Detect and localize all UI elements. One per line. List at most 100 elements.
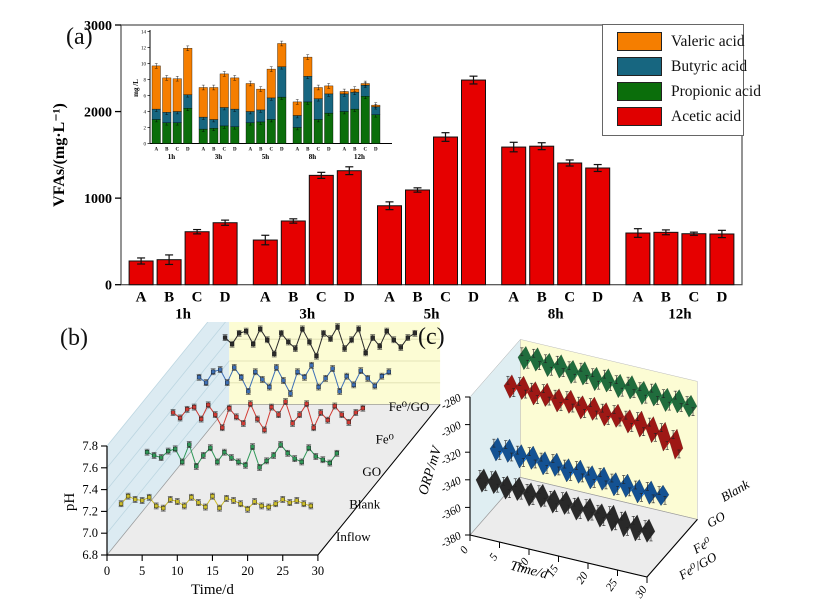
bar-sublabel: B (412, 290, 422, 306)
inset-seg (266, 68, 276, 99)
bar-sublabel: D (468, 290, 479, 306)
panel-a-ytick: 1000 (84, 192, 112, 207)
inset-ytick: 10 (141, 62, 147, 67)
legend-item-3: Propionic acid (617, 82, 761, 101)
bar-3h-B (280, 220, 306, 286)
panel-b-ytick: 6.8 (82, 548, 98, 562)
bar-8h-A (501, 146, 527, 286)
inset-group-label: 8h (309, 153, 317, 161)
inset-seg (209, 87, 219, 120)
bar-sublabel: D (592, 290, 603, 306)
panel-b-series-GO (170, 398, 366, 434)
inset-seg (303, 56, 313, 77)
inset-seg (339, 111, 349, 144)
inset-seg (350, 108, 360, 144)
inset-seg (266, 119, 276, 144)
inset-sublabel: A (342, 148, 346, 153)
inset-group-label: 3h (215, 153, 223, 161)
legend-swatch-3 (617, 82, 662, 101)
panel-c-xtick: 5 (487, 551, 500, 563)
inset-seg (324, 93, 334, 114)
bar-1h-D (212, 222, 238, 286)
inset-sublabel: C (269, 148, 273, 153)
bar-sublabel: A (632, 290, 643, 306)
panel-b-axes: 6.8 7.0 7.2 7.4 7.6 7.8 pH 0 5 10 15 20 25 30 Time/d In… (62, 399, 441, 598)
panel-b-xtick: 25 (277, 564, 290, 578)
panel-b-series-FeGO (222, 323, 418, 360)
panel-a-ylabel: VFAs/(mg·L⁻¹) (51, 103, 68, 207)
inset-sublabel: C (363, 148, 367, 153)
panel-b-series-label-1: Inflow (336, 529, 371, 544)
inset-seg (277, 43, 287, 67)
inset-seg (339, 93, 349, 112)
inset-seg (230, 77, 240, 110)
panel-a-ytick: 2000 (84, 106, 112, 121)
legend-label-3: Propionic acid (671, 82, 761, 100)
inset-seg (256, 121, 266, 144)
inset-sublabel: B (259, 148, 263, 153)
panel-c-ztick: -340 (439, 475, 463, 496)
legend-item-1: Valeric acid (617, 32, 745, 51)
inset-group-label: 12h (354, 153, 365, 161)
panel-b-series-label-4: Fe⁰ (376, 432, 394, 447)
inset-ytick: 8 (144, 78, 147, 83)
inset-sublabel: B (306, 148, 310, 153)
bar-8h-B (529, 145, 555, 286)
panel-b-ph-3d-chart: 6.8 7.0 7.2 7.4 7.6 7.8 pH 0 5 10 15 20 25 30 Time/d In… (62, 322, 441, 598)
inset-ylabel: mg /L (132, 79, 140, 97)
inset-seg (360, 96, 370, 144)
panel-a-bars: A B C D 1h A B C D 3h A B C D 5h A B C D 8h A B C D 12h (128, 75, 735, 322)
bar-3h-A (252, 239, 278, 286)
inset-sublabel: D (186, 148, 190, 153)
inset-seg (219, 73, 229, 108)
inset-sublabel: C (175, 148, 179, 153)
panel-b-series-label-3: GO (362, 464, 381, 479)
panel-c-ztick: -280 (439, 392, 463, 413)
inset-group-label: 5h (262, 153, 270, 161)
panel-b-xtick: 20 (241, 564, 254, 578)
bar-sublabel: B (164, 290, 174, 306)
bar-sublabel: C (192, 290, 203, 306)
acid-legend: Valeric acid Butyric acid Propionic acid Ac… (602, 24, 761, 136)
legend-item-2: Butyric acid (617, 57, 747, 76)
inset-seg (151, 119, 161, 144)
inset-sublabel: D (327, 148, 331, 153)
bar-1h-C (184, 231, 210, 286)
panel-a-inset: 0 2 4 6 8 10 12 14 mg /L A B C D 1h A B C D 3h A B C D 5h A B C D 8h… (132, 30, 392, 161)
bar-3h-C (308, 174, 334, 286)
bar-sublabel: A (136, 290, 147, 306)
inset-ytick: 14 (141, 30, 147, 35)
panel-b-xtick: 5 (139, 564, 145, 578)
inset-ytick: 4 (144, 110, 147, 115)
bar-sublabel: C (440, 290, 451, 306)
panel-a-axes: 0 1000 2000 3000 VFAs/(mg·L⁻¹) (51, 19, 743, 294)
panel-b-ytick: 7.4 (82, 483, 98, 497)
inset-seg (313, 98, 323, 120)
bar-sublabel: B (537, 290, 547, 306)
panel-b-xlabel: Time/d (191, 582, 234, 598)
inset-seg (183, 48, 193, 95)
panel-b-xtick: 0 (104, 564, 110, 578)
legend-label-2: Butyric acid (671, 57, 748, 75)
group-label: 3h (299, 307, 316, 322)
inset-sublabel: D (374, 148, 378, 153)
bar-12h-A (625, 232, 651, 286)
inset-seg (277, 96, 287, 144)
panel-c-label: (c) (418, 324, 445, 350)
inset-sublabel: B (165, 148, 169, 153)
legend-label-4: Acetic acid (671, 107, 742, 125)
group-label: 5h (424, 307, 441, 322)
panel-c-xtick: 30 (633, 584, 650, 601)
inset-ytick: 12 (141, 46, 147, 51)
panel-c-xtick: 20 (574, 570, 591, 587)
bar-sublabel: B (661, 290, 671, 306)
panel-b-label: (b) (60, 325, 88, 351)
panel-a-vfa-bar-chart: 0 1000 2000 3000 VFAs/(mg·L⁻¹) A B C D 1h A B C D 3h A B… (51, 19, 743, 322)
panel-b-series-label-2: Blank (349, 497, 381, 512)
inset-sublabel: A (295, 148, 299, 153)
inset-seg (371, 114, 381, 144)
panel-c-ribbon-Blank (517, 345, 698, 418)
panel-b-series-label-5: Fe⁰/GO (389, 399, 430, 414)
bar-3h-D (336, 170, 362, 286)
